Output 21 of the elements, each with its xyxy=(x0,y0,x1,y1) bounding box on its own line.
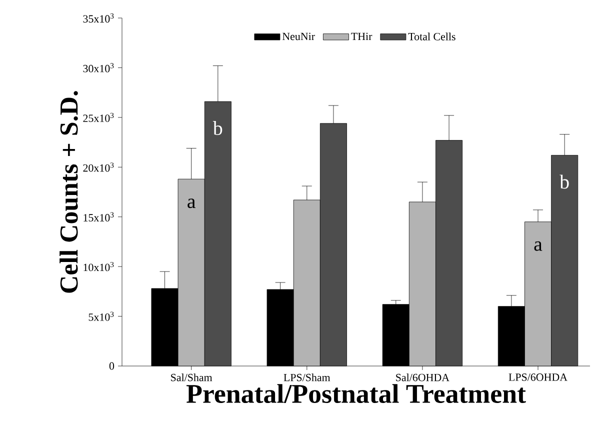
y-tick-label: 10x10$^{3}$ xyxy=(84,262,114,272)
legend-label: THir xyxy=(351,32,372,40)
y-tick-label: 25x10$^{3}$ xyxy=(83,112,114,122)
legend-label: Total Cells xyxy=(408,32,456,40)
x-axis-title: Prenatal/Postnatal Treatment xyxy=(186,384,526,403)
data-label: b xyxy=(212,121,222,136)
data-label: a xyxy=(534,241,542,251)
y-axis-title: Cell Counts + S.D. xyxy=(60,91,78,293)
data-label: b xyxy=(560,174,569,189)
legend-label: NeuNir xyxy=(282,32,315,40)
y-tick-label: 20x10$^{3}$ xyxy=(83,162,114,172)
y-tick-label: 30x10$^{3}$ xyxy=(83,63,114,72)
x-tick-label: LPS/Sham xyxy=(284,374,330,382)
y-tick-label: 35x10$^{3}$ xyxy=(83,13,114,23)
y-tick-label: 5x10$^{3}$ xyxy=(88,312,114,321)
y-tick-label: 0 xyxy=(109,362,114,370)
y-tick-label: 15x10$^{3}$ xyxy=(84,212,114,222)
x-tick-label: Sal/6OHDA xyxy=(396,374,450,382)
x-tick-label: Sal/Sham xyxy=(171,374,212,382)
x-tick-label: LPS/6OHDA xyxy=(508,374,568,381)
data-label: a xyxy=(188,198,196,208)
